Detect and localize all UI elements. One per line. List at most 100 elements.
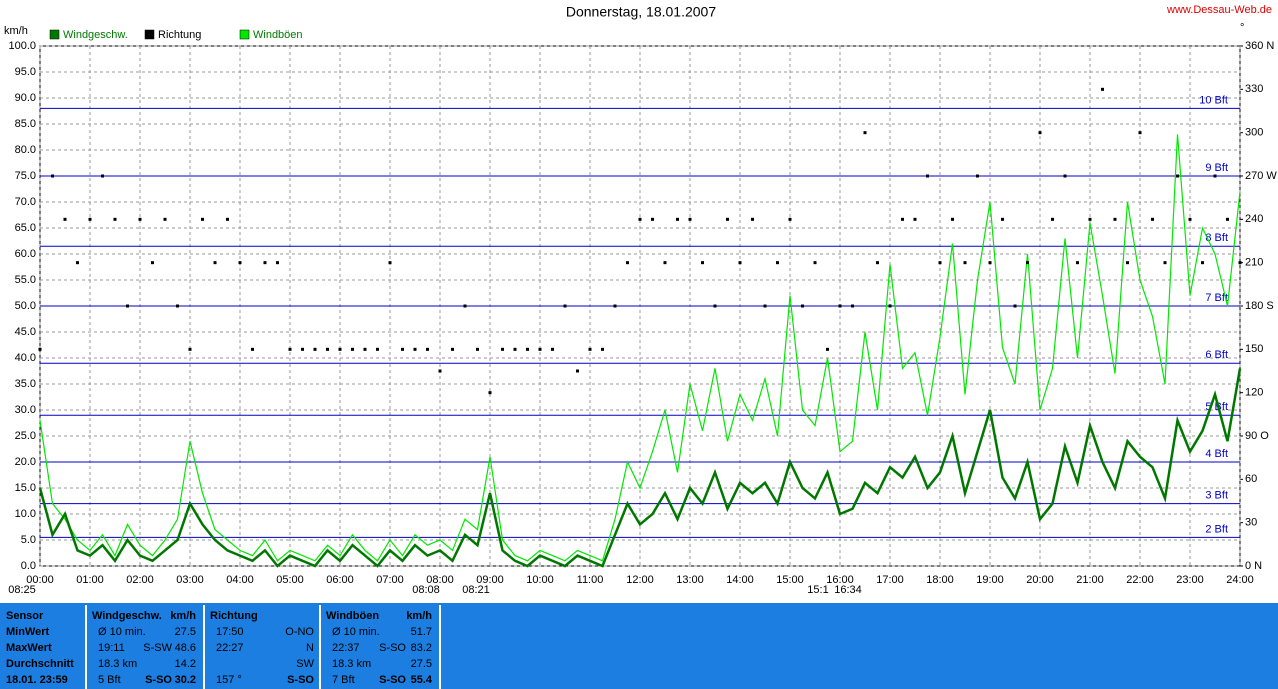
direction-dot [901, 217, 904, 221]
y-tick-label: 60.0 [15, 248, 36, 260]
stats-direction: SW [296, 658, 314, 670]
direction-dot [563, 304, 567, 308]
sun-annotation: 08:25 [8, 584, 36, 596]
x-tick-label: 17:00 [876, 574, 904, 586]
x-tick-label: 12:00 [626, 574, 654, 586]
direction-dot [501, 347, 504, 351]
stats-direction: S-SO [379, 674, 406, 686]
stats-row-label: MaxWert [6, 642, 52, 654]
stats-time: 7 Bft [332, 674, 355, 686]
x-tick-label: 23:00 [1176, 574, 1204, 586]
y-tick-label: 10.0 [15, 508, 36, 520]
stats-row-label: 18.01. 23:59 [6, 674, 68, 686]
stats-row-label: Sensor [6, 610, 44, 622]
direction-dot [176, 304, 179, 308]
direction-dot [338, 347, 342, 351]
direction-dot [1151, 217, 1154, 221]
direction-dot [276, 261, 279, 265]
legend-swatch [239, 29, 250, 40]
y-axis-label: km/h [4, 25, 28, 37]
y-tick-label: 55.0 [15, 274, 36, 286]
y2-tick-label: 30 [1245, 517, 1257, 529]
y-tick-label: 100.0 [8, 40, 36, 52]
direction-dot [326, 347, 329, 351]
y2-tick-label: 240 [1245, 213, 1263, 225]
stats-time: 5 Bft [98, 674, 121, 686]
direction-dot [701, 261, 704, 265]
y-tick-label: 15.0 [15, 482, 36, 494]
x-tick-label: 16:00 [826, 574, 854, 586]
x-tick-label: 04:00 [226, 574, 254, 586]
beaufort-label: 8 Bft [1205, 232, 1228, 244]
direction-dot [676, 217, 679, 221]
direction-dot [888, 304, 892, 308]
direction-dot [913, 217, 917, 221]
direction-dot [51, 174, 54, 178]
x-tick-label: 03:00 [176, 574, 204, 586]
direction-dot [1226, 217, 1229, 221]
y2-tick-label: 120 [1245, 387, 1263, 399]
source[interactable]: www.Dessau-Web.de [1166, 4, 1272, 16]
stats-time: 17:50 [216, 626, 244, 638]
legend-label: Windböen [253, 29, 303, 41]
direction-dot [388, 261, 392, 265]
stats-panel [0, 603, 1278, 689]
y-tick-label: 90.0 [15, 92, 36, 104]
direction-dot [463, 304, 467, 308]
direction-dot [288, 347, 292, 351]
direction-dot [138, 217, 142, 221]
direction-dot [588, 347, 592, 351]
x-tick-label: 05:00 [276, 574, 304, 586]
direction-dot [363, 347, 367, 351]
direction-dot [1113, 217, 1117, 221]
direction-dot [88, 217, 92, 221]
stats-value: 14.2 [175, 658, 196, 670]
direction-dot [476, 347, 479, 351]
sun-annotation: 08:08 [412, 584, 440, 596]
stats-value: 48.6 [175, 642, 196, 654]
direction-dot [1238, 261, 1242, 265]
x-tick-label: 21:00 [1076, 574, 1104, 586]
x-tick-label: 09:00 [476, 574, 504, 586]
x-tick-label: 07:00 [376, 574, 404, 586]
direction-dot [226, 217, 229, 221]
stats-col-unit: km/h [170, 610, 196, 622]
direction-dot [926, 174, 929, 178]
y2-axis-label: ° [1240, 22, 1244, 34]
direction-dot [1063, 174, 1067, 178]
direction-dot [876, 261, 879, 265]
stats-time: Ø 10 min. [98, 626, 146, 638]
direction-dot [101, 174, 104, 178]
y2-tick-label: 150 [1245, 343, 1263, 355]
x-tick-label: 13:00 [676, 574, 704, 586]
y2-tick-label: 0 N [1245, 560, 1262, 572]
direction-dot [788, 217, 792, 221]
stats-time: 19:11 [98, 642, 125, 654]
direction-dot [1176, 174, 1179, 178]
direction-dot [863, 131, 867, 135]
direction-dot [1076, 261, 1079, 265]
x-tick-label: 06:00 [326, 574, 354, 586]
direction-dot [826, 347, 829, 351]
direction-dot [1013, 304, 1017, 308]
direction-dot [813, 261, 817, 265]
direction-dot [113, 217, 117, 221]
direction-dot [163, 217, 167, 221]
direction-dot [451, 347, 454, 351]
stats-row-label: MinWert [6, 626, 50, 638]
direction-dot [988, 261, 992, 265]
direction-dot [663, 261, 667, 265]
y-tick-label: 65.0 [15, 222, 36, 234]
direction-dot [963, 261, 967, 265]
x-tick-label: 00:00 [26, 574, 54, 586]
legend-label: Richtung [158, 29, 201, 41]
beaufort-label: 6 Bft [1205, 349, 1228, 361]
legend-label: Windgeschw. [63, 29, 128, 41]
stats-col-title: Windböen [326, 610, 379, 622]
y-tick-label: 35.0 [15, 378, 36, 390]
chart-title: Donnerstag, 18.01.2007 [566, 4, 716, 20]
direction-dot [351, 347, 354, 351]
direction-dot [313, 347, 317, 351]
direction-dot [126, 304, 129, 308]
